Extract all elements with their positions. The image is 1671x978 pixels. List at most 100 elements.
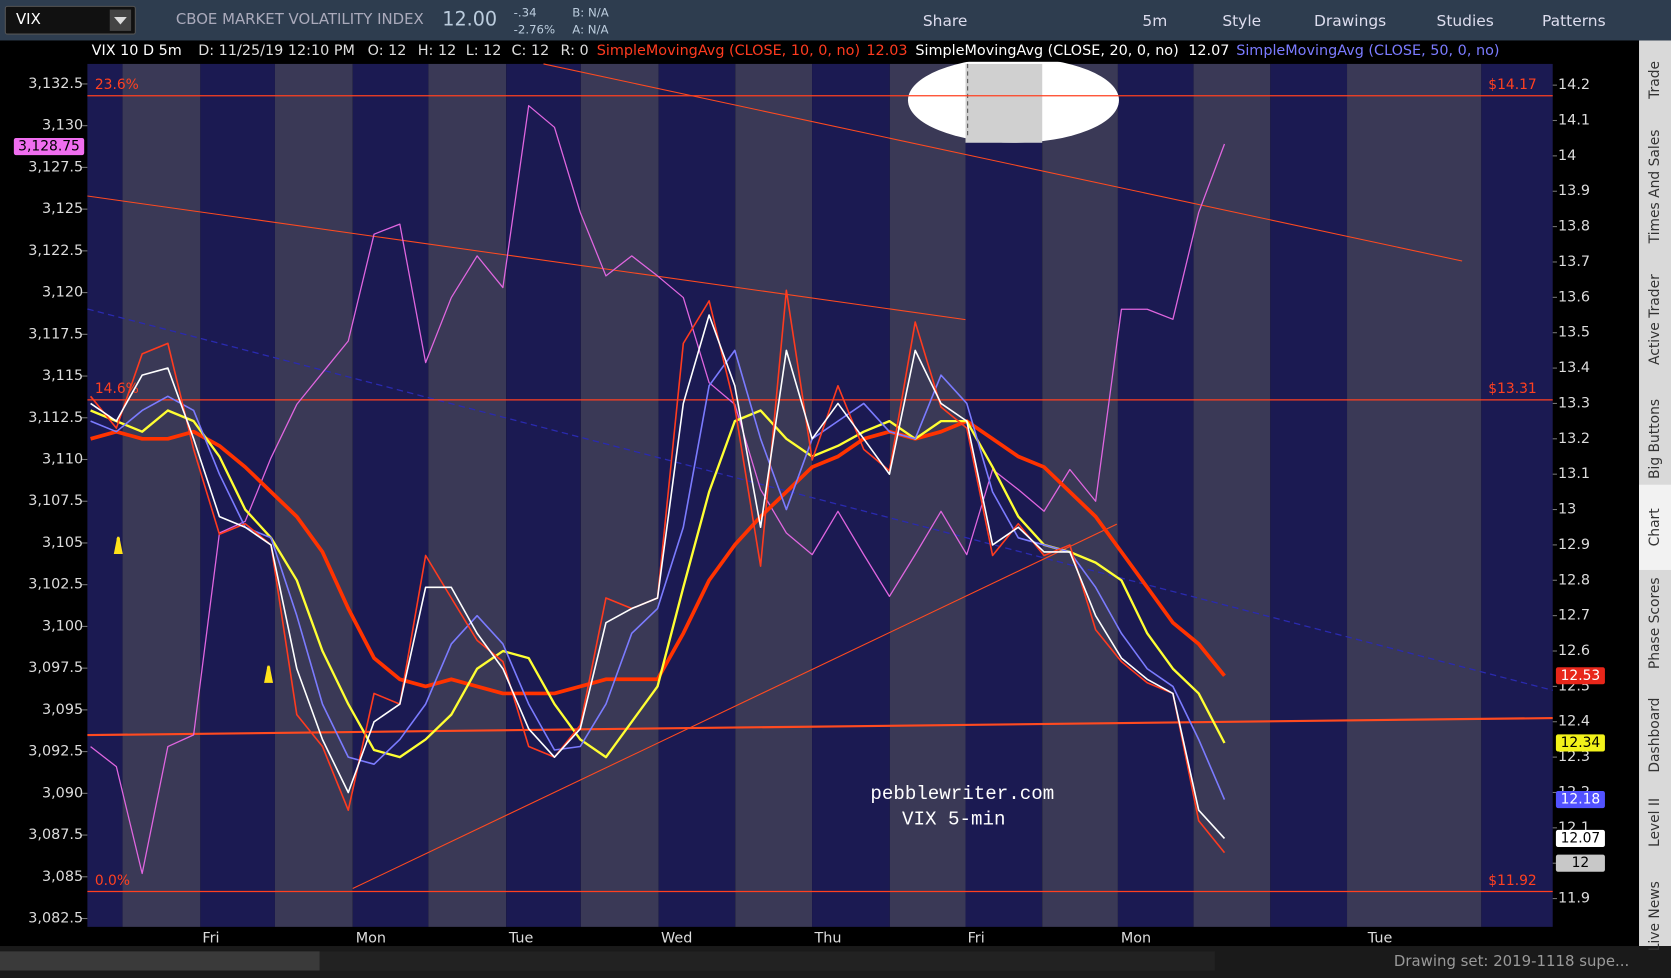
x-tick-label: Mon bbox=[356, 931, 386, 947]
side-tab[interactable]: Trade bbox=[1647, 61, 1663, 100]
watermark: VIX 5-min bbox=[902, 808, 1005, 830]
x-tick-label: Mon bbox=[1121, 931, 1151, 947]
y-tick-label: 3,125 bbox=[42, 201, 83, 217]
x-tick-label: Thu bbox=[814, 931, 842, 947]
price-badge bbox=[13, 138, 85, 156]
x-tick-label: Fri bbox=[968, 931, 985, 947]
trend-line bbox=[543, 63, 1463, 262]
y2-tick-label: 13 bbox=[1558, 502, 1576, 518]
y-tick-label: 3,087.5 bbox=[28, 827, 83, 843]
side-tab[interactable]: Phase Scores bbox=[1647, 577, 1663, 669]
y2-tick-label: 12.8 bbox=[1558, 572, 1590, 588]
legend-item: O: 12 bbox=[368, 43, 407, 59]
session-bands bbox=[87, 57, 1553, 927]
legend-item: H: 12 bbox=[418, 43, 457, 59]
session-band bbox=[580, 63, 659, 927]
price-badge-label: 3,128.75 bbox=[18, 139, 80, 155]
session-band bbox=[889, 63, 966, 927]
legend-item: R: 0 bbox=[561, 43, 589, 59]
toolbar-button[interactable]: Patterns bbox=[1542, 12, 1606, 30]
y2-tick-label: 13.6 bbox=[1558, 289, 1590, 305]
y2-tick-label: 12.7 bbox=[1558, 608, 1590, 624]
fib-label: 23.6% bbox=[95, 77, 139, 93]
fib-label: 0.0% bbox=[95, 873, 130, 889]
legend-item: 12.03 bbox=[866, 43, 907, 59]
scroll-track[interactable] bbox=[319, 951, 1215, 971]
price-badge bbox=[1555, 667, 1605, 685]
y2-tick-label: 13.2 bbox=[1558, 431, 1590, 447]
session-band bbox=[812, 63, 890, 927]
y-tick-label: 3,090 bbox=[42, 785, 83, 801]
y-tick-label: 3,115 bbox=[42, 368, 83, 384]
y2-tick-label: 13.3 bbox=[1558, 395, 1590, 411]
status-text: Drawing set: 2019-1118 supe... bbox=[1394, 952, 1629, 970]
trend-line bbox=[87, 308, 1553, 691]
plot: 3,082.5 3,085 3,087.5 3,090 3,092.5 3,095 3,09… bbox=[13, 43, 1605, 947]
session-band bbox=[1270, 63, 1348, 927]
toolbar-text: 12.00 bbox=[442, 8, 497, 31]
toolbar-button[interactable]: Share bbox=[923, 12, 968, 30]
trend-line bbox=[352, 523, 1118, 889]
signal-arrow-stems bbox=[116, 538, 271, 681]
session-band bbox=[122, 63, 201, 927]
y-tick-label: 3,130 bbox=[42, 118, 83, 134]
series-line bbox=[90, 409, 1226, 759]
price-badge bbox=[1555, 734, 1605, 752]
y2-tick-label: 13.9 bbox=[1558, 183, 1590, 199]
side-tab[interactable]: Dashboard bbox=[1647, 698, 1663, 773]
level-label: $14.17 bbox=[1488, 77, 1536, 93]
toolbar-button[interactable]: 5m bbox=[1142, 12, 1167, 30]
toolbar-text: A: N/A bbox=[572, 22, 608, 36]
legend-item: 12.07 bbox=[1188, 43, 1229, 59]
y2-tick-label: 13.4 bbox=[1558, 360, 1590, 376]
side-tab[interactable]: Level II bbox=[1647, 798, 1663, 847]
toolbar-text: CBOE MARKET VOLATILITY INDEX bbox=[176, 10, 424, 28]
series-line bbox=[90, 314, 1226, 839]
y2-tick-label: 13.1 bbox=[1558, 466, 1590, 482]
scrollbar[interactable] bbox=[0, 951, 320, 971]
y-tick-label: 3,095 bbox=[42, 702, 83, 718]
y2-tick-label: 13.7 bbox=[1558, 254, 1590, 270]
y-tick-label: 3,132.5 bbox=[28, 76, 83, 92]
session-band bbox=[1347, 63, 1482, 927]
side-tab[interactable]: Times And Sales bbox=[1647, 130, 1663, 245]
y-tick-label: 3,100 bbox=[42, 618, 83, 634]
toolbar-button[interactable]: Drawings bbox=[1314, 12, 1386, 30]
y2-tick-label: 12.9 bbox=[1558, 537, 1590, 553]
x-tick-label: Tue bbox=[508, 931, 534, 947]
price-badge bbox=[1555, 854, 1605, 872]
session-band bbox=[428, 63, 507, 927]
session-band bbox=[1193, 63, 1271, 927]
legend-bar bbox=[0, 40, 1640, 62]
series-line bbox=[90, 105, 1226, 875]
watermark: pebblewriter.com bbox=[870, 783, 1054, 805]
y2-tick-label: 14.1 bbox=[1558, 113, 1590, 129]
price-badge bbox=[1555, 791, 1605, 809]
toolbar-button[interactable]: Style bbox=[1222, 12, 1261, 30]
y-tick-label: 3,102.5 bbox=[28, 577, 83, 593]
toolbar-button[interactable]: Studies bbox=[1437, 12, 1494, 30]
y2-tick-label: 14.2 bbox=[1558, 77, 1590, 93]
side-tab[interactable]: Active Trader bbox=[1647, 274, 1663, 365]
session-band bbox=[274, 63, 353, 927]
toolbar-text: -2.76% bbox=[514, 22, 555, 36]
legend-item: VIX 10 D 5m bbox=[92, 43, 182, 59]
active-tab bbox=[1639, 484, 1671, 570]
legend-item: C: 12 bbox=[512, 43, 550, 59]
toolbar-text: -.34 bbox=[514, 5, 537, 19]
y2-tick-label: 13.5 bbox=[1558, 325, 1590, 341]
side-tab[interactable]: Chart bbox=[1647, 508, 1663, 547]
x-tick-label: Fri bbox=[202, 931, 219, 947]
legend-item: SimpleMovingAvg (CLOSE, 20, 0, no) bbox=[915, 43, 1178, 59]
trend-line bbox=[87, 716, 1553, 737]
toolbar-text: VIX bbox=[16, 10, 41, 28]
side-tab[interactable]: Big Buttons bbox=[1647, 399, 1663, 479]
y2-tick-label: 12.4 bbox=[1558, 714, 1590, 730]
toolbar-text: B: N/A bbox=[572, 5, 608, 19]
side-tab[interactable]: Live News bbox=[1647, 881, 1663, 951]
x-tick-label: Wed bbox=[661, 931, 692, 947]
price-badge-label: 12 bbox=[1572, 855, 1590, 871]
x-tick-label: Tue bbox=[1367, 931, 1393, 947]
symbol-box[interactable] bbox=[4, 5, 136, 35]
